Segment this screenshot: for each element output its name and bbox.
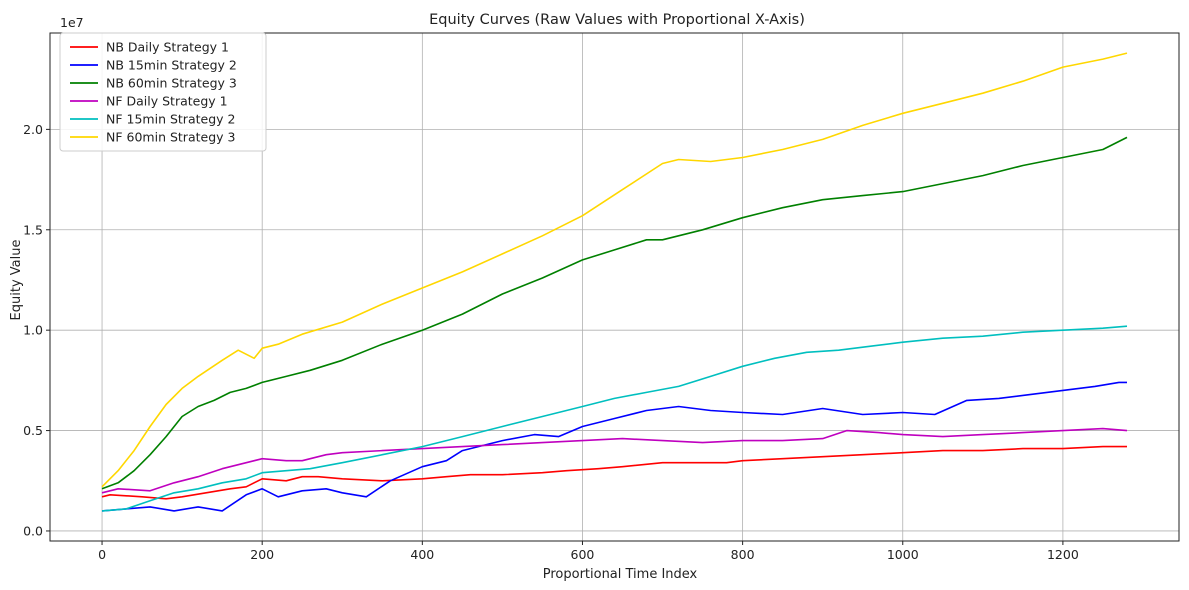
- grid-lines: [50, 33, 1179, 541]
- x-tick-label: 400: [410, 547, 434, 562]
- y-axis-label: Equity Value: [9, 240, 24, 321]
- y-tick-label: 0.0: [23, 523, 43, 538]
- y-tick-label: 1.5: [23, 222, 43, 237]
- y-tick-label: 1.0: [23, 323, 43, 338]
- chart-title: Equity Curves (Raw Values with Proportio…: [429, 12, 805, 28]
- y-tick-label: 2.0: [23, 122, 43, 137]
- legend-label: NB 60min Strategy 3: [106, 76, 237, 91]
- plot-frame: [49, 32, 1180, 542]
- legend-label: NF 15min Strategy 2: [106, 112, 235, 127]
- series-line: [101, 427, 1128, 494]
- x-tick-label: 200: [250, 547, 274, 562]
- series-line: [101, 445, 1127, 500]
- y-offset-label: 1e7: [60, 15, 84, 30]
- x-tick-label: 800: [731, 547, 755, 562]
- legend-label: NB Daily Strategy 1: [106, 40, 229, 55]
- series-line: [101, 381, 1127, 512]
- series-line: [101, 325, 1128, 512]
- legend-box: [59, 32, 267, 152]
- series-line: [101, 136, 1128, 490]
- x-axis-label: Proportional Time Index: [543, 567, 698, 582]
- x-tick-label: 1200: [1047, 547, 1079, 562]
- series-lines: [101, 52, 1128, 512]
- legend-label: NB 15min Strategy 2: [106, 58, 237, 73]
- legend-label: NF 60min Strategy 3: [106, 130, 235, 145]
- series-line: [101, 52, 1128, 488]
- y-tick-label: 0.5: [23, 423, 43, 438]
- x-axis-ticks: 0 200 400 600 800 1000 1200: [98, 541, 1079, 562]
- legend: NB Daily Strategy 1 NB 15min Strategy 2 NB…: [59, 32, 267, 152]
- x-tick-label: 1000: [887, 547, 919, 562]
- x-tick-label: 600: [571, 547, 595, 562]
- x-tick-label: 0: [98, 547, 106, 562]
- legend-label: NF Daily Strategy 1: [106, 94, 228, 109]
- y-axis-ticks: 0.0 0.5 1.0 1.5 2.0: [23, 122, 50, 538]
